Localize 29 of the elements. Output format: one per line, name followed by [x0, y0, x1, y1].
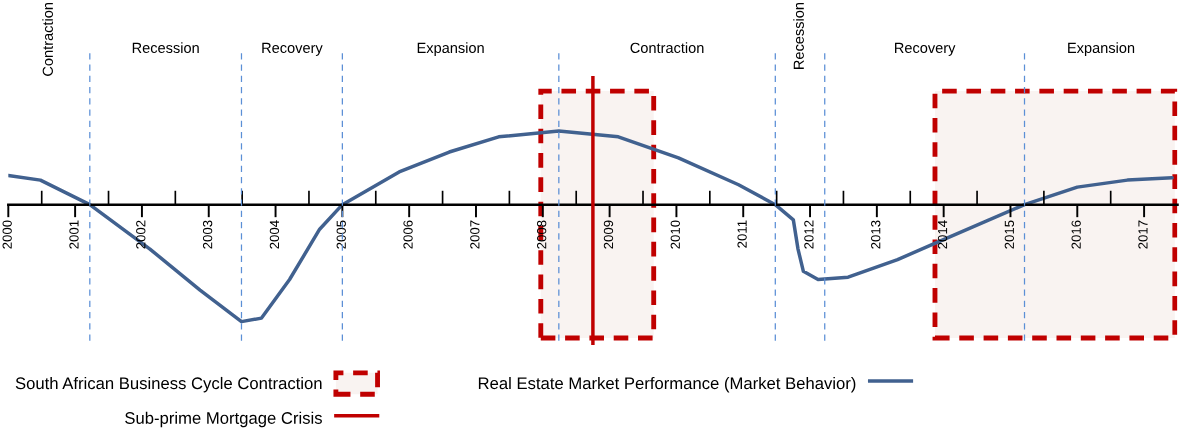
- x-tick-label: 2012: [804, 220, 814, 249]
- x-tick-label: 2017: [1138, 220, 1148, 249]
- text: Expansion: [1068, 42, 1135, 56]
- text: Recovery: [895, 42, 956, 56]
- text: Recession: [793, 2, 804, 69]
- text: Expansion: [417, 42, 484, 56]
- x-tick-label: 2003: [202, 220, 213, 249]
- x-tick-label: 2008: [537, 220, 547, 249]
- x-tick-label: 2007: [470, 220, 480, 249]
- legend-label: South African Business Cycle Contraction: [15, 376, 322, 393]
- x-tick-label: 2009: [603, 220, 614, 249]
- x-tick-label: 2016: [1071, 220, 1081, 249]
- text: Contraction: [42, 2, 53, 76]
- x-tick-label: 2001: [69, 220, 79, 249]
- x-tick-label: 2004: [269, 220, 280, 249]
- text: Recovery: [262, 42, 323, 56]
- x-tick-label: 2000: [2, 220, 12, 249]
- x-tick-label: 2006: [403, 220, 413, 249]
- legend-label: Real Estate Market Performance (Market Behavior): [478, 376, 856, 393]
- x-tick-label: 2015: [1004, 220, 1015, 249]
- x-tick-label: 2010: [670, 220, 680, 249]
- x-tick-label: 2011: [737, 220, 747, 248]
- x-tick-label: 2002: [136, 220, 146, 249]
- x-tick-label: 2005: [336, 220, 346, 249]
- legend-label: Sub-prime Mortgage Crisis: [125, 411, 322, 428]
- x-tick-label: 2014: [937, 220, 948, 249]
- text: Contraction: [630, 42, 704, 54]
- text: Recession: [132, 42, 199, 54]
- x-tick-label: 2013: [871, 220, 881, 249]
